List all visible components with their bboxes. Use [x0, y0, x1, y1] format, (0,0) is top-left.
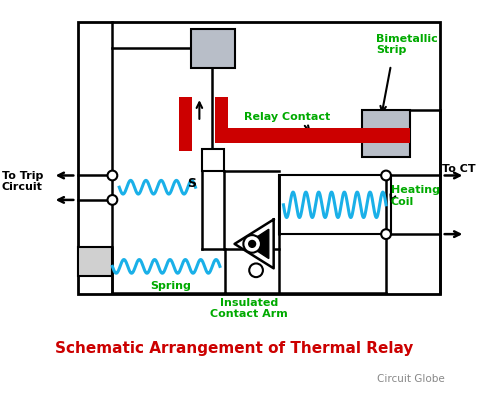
- Circle shape: [381, 171, 391, 180]
- Circle shape: [243, 235, 261, 253]
- Bar: [78, 247, 112, 276]
- Bar: [215, 97, 228, 143]
- Text: Circuit Globe: Circuit Globe: [377, 374, 444, 384]
- Polygon shape: [246, 229, 269, 259]
- Bar: [179, 97, 192, 151]
- Text: Relay Contact: Relay Contact: [244, 112, 331, 122]
- Text: Insulated
Contact Arm: Insulated Contact Arm: [210, 298, 288, 319]
- Circle shape: [108, 171, 117, 180]
- Bar: [78, 22, 440, 294]
- Bar: [278, 176, 391, 234]
- Text: To CT: To CT: [442, 163, 475, 174]
- Bar: [361, 110, 410, 157]
- Text: Bimetallic
Strip: Bimetallic Strip: [376, 34, 438, 55]
- Polygon shape: [235, 219, 274, 268]
- Circle shape: [381, 229, 391, 239]
- Text: To Trip
Circuit: To Trip Circuit: [2, 171, 43, 192]
- Bar: [215, 128, 410, 143]
- Text: Heating
Coil: Heating Coil: [391, 185, 440, 207]
- Bar: [191, 29, 235, 68]
- Circle shape: [108, 195, 117, 205]
- Circle shape: [249, 241, 255, 247]
- Bar: [202, 149, 224, 171]
- Text: Spring: Spring: [151, 281, 192, 291]
- Text: Schematic Arrangement of Thermal Relay: Schematic Arrangement of Thermal Relay: [55, 341, 414, 356]
- Text: S: S: [187, 177, 196, 190]
- Circle shape: [249, 263, 263, 277]
